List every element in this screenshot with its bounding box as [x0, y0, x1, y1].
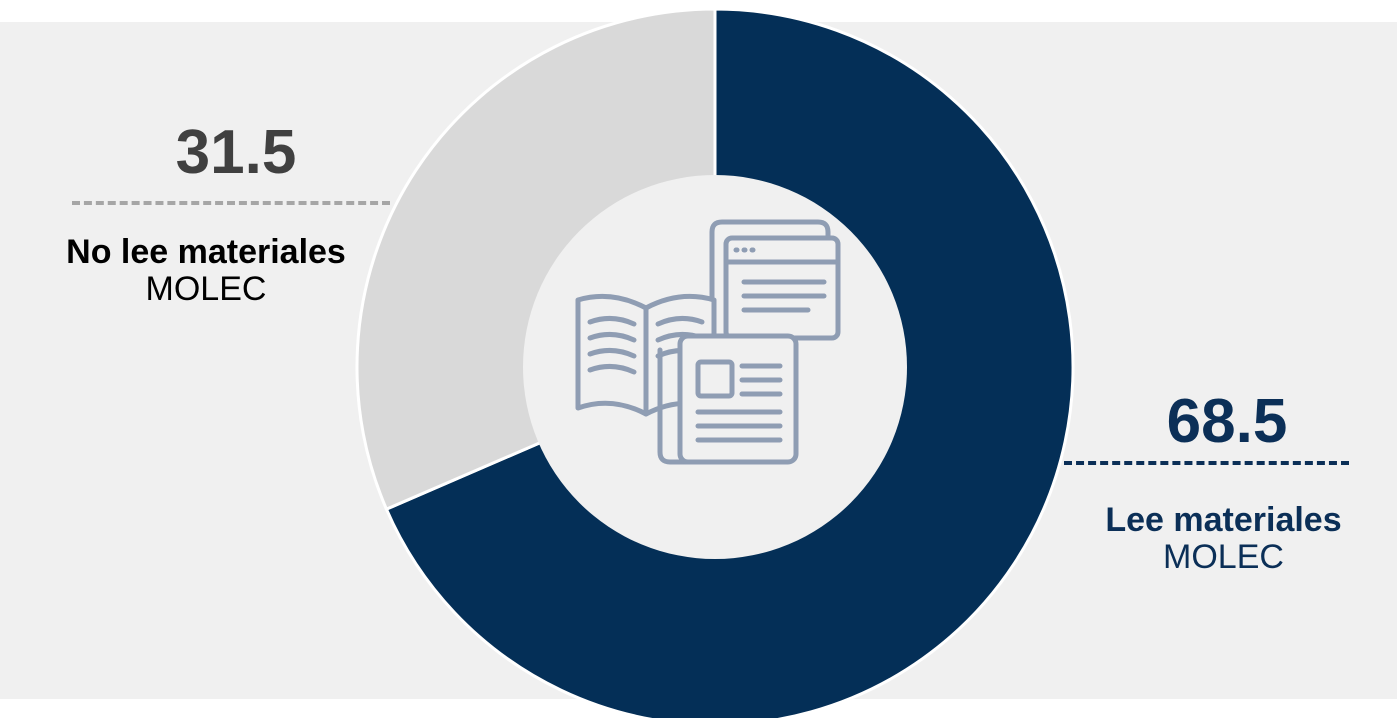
reading-materials-icon	[575, 219, 841, 465]
category-label-no-lee: No lee materiales MOLEC	[0, 233, 412, 309]
category-sub-no-lee: MOLEC	[145, 270, 267, 309]
value-label-no-lee: 31.5	[175, 118, 297, 187]
label-no-lee: 31.5	[0, 122, 412, 184]
value-label-lee: 68.5	[1166, 387, 1288, 456]
category-main-no-lee: No lee materiales	[66, 233, 346, 271]
category-main-lee: Lee materiales	[1105, 501, 1342, 539]
category-label-lee: Lee materiales MOLEC	[1050, 501, 1397, 577]
leader-line-lee	[1064, 461, 1349, 465]
category-sub-lee: MOLEC	[1163, 538, 1284, 577]
leader-line-no-lee	[72, 201, 390, 205]
label-lee: 68.5	[1100, 391, 1354, 453]
